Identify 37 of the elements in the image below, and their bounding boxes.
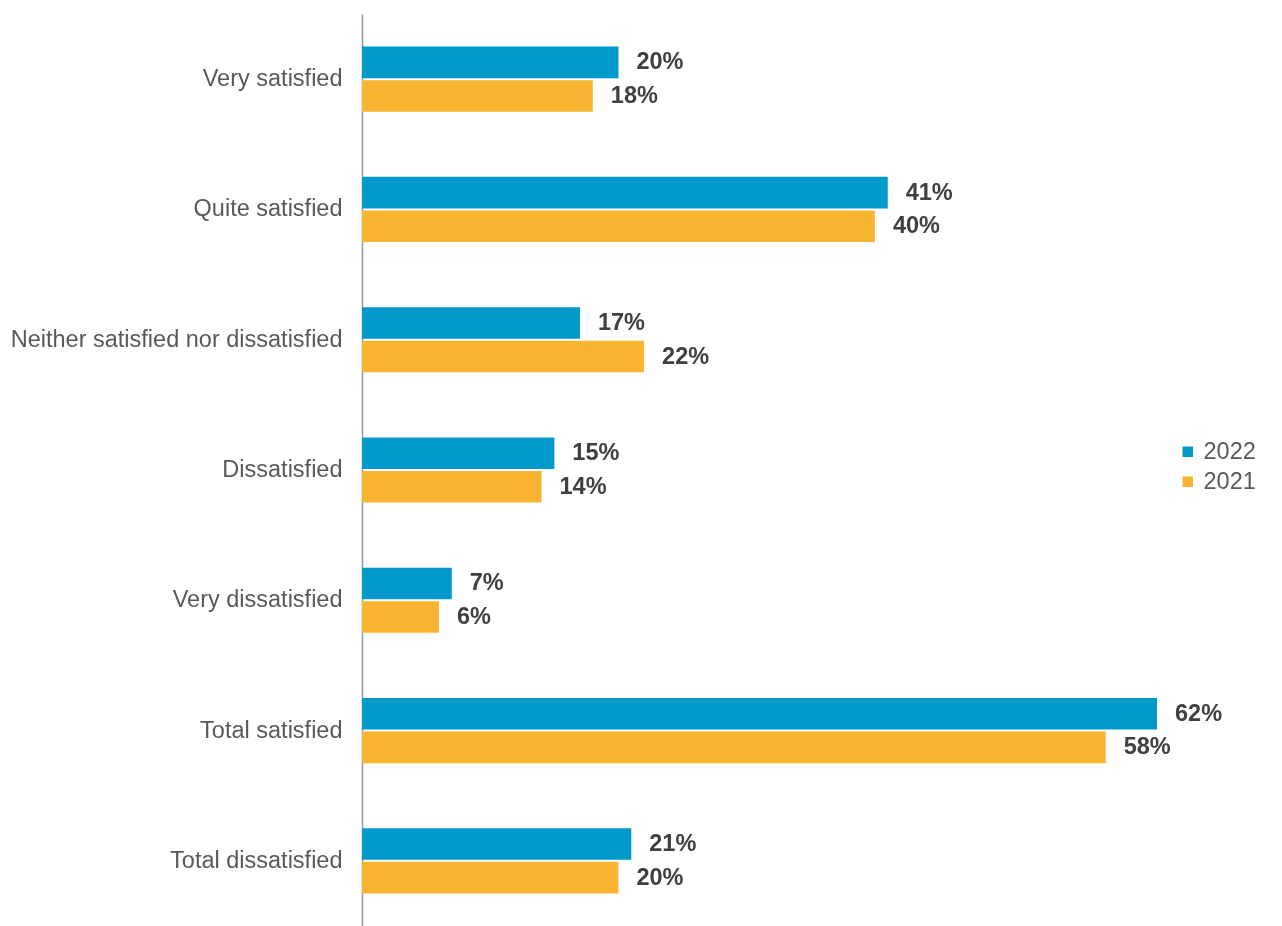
bar bbox=[362, 340, 645, 373]
bar bbox=[362, 46, 619, 79]
data-label: 20% bbox=[636, 863, 684, 890]
data-label: 58% bbox=[1123, 733, 1171, 760]
data-label: 62% bbox=[1175, 699, 1223, 726]
bar bbox=[362, 861, 619, 894]
data-label: 20% bbox=[636, 48, 684, 75]
bar bbox=[362, 210, 875, 242]
data-label: 18% bbox=[610, 81, 658, 108]
data-label: 6% bbox=[456, 603, 492, 630]
data-label: 7% bbox=[469, 569, 504, 596]
data-label: 21% bbox=[649, 830, 697, 857]
data-label: 14% bbox=[559, 472, 607, 499]
bar bbox=[362, 471, 542, 503]
y-tick-label: Very satisfied bbox=[202, 65, 343, 92]
bar bbox=[362, 731, 1106, 764]
bar bbox=[362, 176, 888, 209]
bar bbox=[362, 567, 452, 600]
data-label: 22% bbox=[662, 342, 710, 369]
y-tick-label: Neither satisfied nor dissatisfied bbox=[10, 325, 343, 352]
data-label: 41% bbox=[905, 178, 953, 205]
y-tick-label: Quite satisfied bbox=[193, 195, 343, 222]
y-tick-label: Very dissatisfied bbox=[172, 586, 343, 613]
legend-label: 2021 bbox=[1203, 467, 1256, 494]
bar bbox=[362, 601, 439, 633]
y-tick-label: Total dissatisfied bbox=[170, 846, 343, 873]
legend-label: 2022 bbox=[1203, 437, 1256, 464]
y-tick-label: Dissatisfied bbox=[222, 456, 343, 482]
data-label: 17% bbox=[597, 308, 646, 335]
bar bbox=[362, 698, 1157, 730]
bar bbox=[362, 307, 580, 339]
bar bbox=[362, 437, 555, 469]
y-tick-label: Total satisfied bbox=[200, 716, 343, 743]
bar bbox=[362, 80, 593, 112]
data-label: 40% bbox=[892, 212, 941, 239]
bar bbox=[362, 828, 632, 860]
data-label: 15% bbox=[572, 439, 620, 466]
